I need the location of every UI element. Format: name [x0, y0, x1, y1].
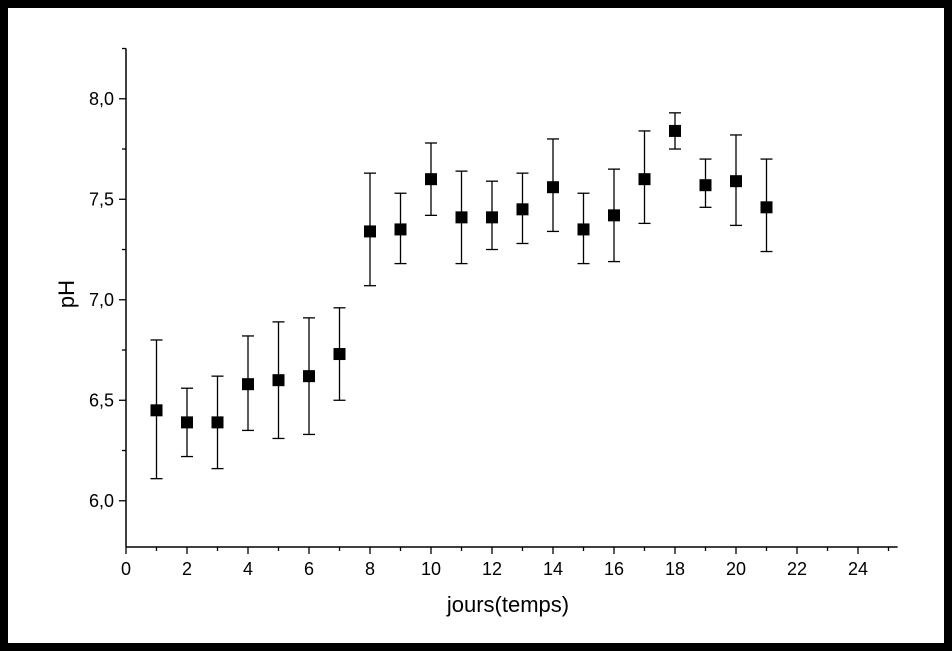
data-point — [638, 173, 651, 186]
data-point — [516, 203, 529, 216]
y-tick-label: 8,0 — [89, 89, 114, 109]
data-point — [181, 416, 193, 429]
x-tick-label: 6 — [304, 559, 314, 579]
x-tick-label: 0 — [121, 559, 131, 579]
y-tick-label: 7,0 — [89, 290, 114, 310]
x-tick-label: 16 — [604, 559, 624, 579]
data-point — [364, 225, 376, 238]
x-tick-label: 20 — [726, 559, 746, 579]
y-axis-title: pH — [54, 280, 79, 308]
chart-frame: 0 2 4 6 8 10 12 14 16 18 20 22 24 6,0 6,5 7,0 7,5 8,0 jou… — [8, 8, 944, 643]
x-tick-label: 4 — [243, 559, 253, 579]
data-point — [547, 181, 559, 194]
x-tick-label: 10 — [421, 559, 441, 579]
y-tick-label: 7,5 — [89, 189, 114, 209]
axes: 0 2 4 6 8 10 12 14 16 18 20 22 246,06,57,07,58,0 — [89, 47, 898, 579]
data-point — [333, 348, 346, 361]
data-point — [211, 416, 224, 429]
data-point — [669, 124, 681, 137]
data-point — [699, 179, 712, 192]
data-point — [730, 175, 742, 188]
data-point — [486, 211, 498, 224]
data-point — [242, 378, 254, 391]
data-point — [455, 211, 468, 224]
data-point — [303, 370, 315, 383]
x-tick-label: 18 — [665, 559, 685, 579]
data-point — [394, 223, 407, 236]
data-point — [425, 173, 437, 186]
scatter-plot: 0 2 4 6 8 10 12 14 16 18 20 22 246,06,57,07,58,0 jou… — [54, 47, 898, 617]
data-point — [608, 209, 620, 222]
data-marks — [150, 112, 773, 480]
y-tick-label: 6,5 — [89, 390, 114, 410]
data-point — [150, 404, 163, 417]
x-tick-label: 14 — [543, 559, 563, 579]
x-tick-label: 2 — [182, 559, 192, 579]
data-point — [760, 201, 773, 214]
x-tick-label: 8 — [365, 559, 375, 579]
data-point — [272, 374, 285, 387]
x-tick-label: 12 — [482, 559, 502, 579]
x-axis-title: jours(temps) — [446, 592, 569, 617]
x-tick-label: 24 — [848, 559, 868, 579]
data-point — [577, 223, 590, 236]
x-tick-label: 22 — [787, 559, 807, 579]
y-tick-label: 6,0 — [89, 491, 114, 511]
